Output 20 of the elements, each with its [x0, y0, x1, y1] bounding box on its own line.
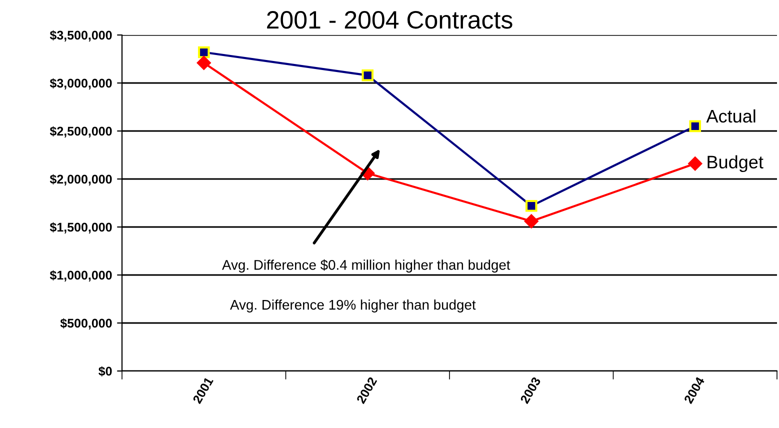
y-tick-label: $0 — [98, 366, 112, 376]
y-tick-label: $1,000,000 — [50, 270, 112, 282]
y-tick-label: $1,500,000 — [50, 222, 112, 234]
point — [198, 46, 210, 58]
series-label: Actual — [706, 109, 756, 123]
y-tick-label: $3,000,000 — [50, 78, 112, 90]
point — [688, 156, 702, 171]
point — [524, 214, 538, 228]
chart-title: 2001 - 2004 Contracts — [267, 11, 512, 29]
y-tick-label: $3,500,000 — [50, 30, 112, 42]
series-label: Budget — [708, 155, 764, 172]
y-tick-label: $2,500,000 — [50, 126, 112, 138]
point — [362, 69, 374, 82]
point — [689, 120, 702, 132]
y-tick-label: $500,000 — [60, 318, 112, 330]
annotation: Avg. Difference $0.4 million higher than budget — [222, 259, 510, 273]
y-tick-label: $2,000,000 — [50, 174, 112, 186]
annotation: Avg. Difference 19% higher than budget — [230, 300, 476, 312]
point — [196, 56, 211, 70]
point — [525, 200, 538, 212]
